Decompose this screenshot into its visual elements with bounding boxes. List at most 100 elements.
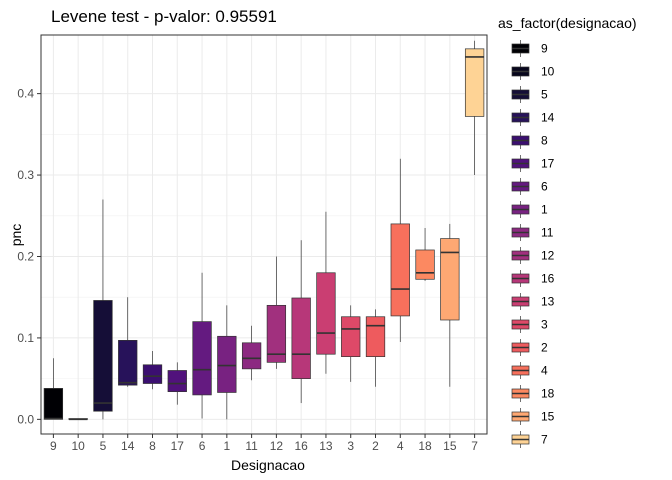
box-11	[241, 325, 262, 381]
legend-label: 9	[541, 42, 548, 56]
legend-label: 6	[541, 180, 548, 194]
box-5	[93, 199, 113, 420]
box-13	[316, 211, 336, 374]
box-body	[464, 48, 485, 117]
box-body	[341, 316, 361, 357]
x-tick-label: 14	[121, 439, 135, 453]
x-tick-label: 1	[223, 439, 230, 453]
box-18	[415, 227, 435, 281]
box-body	[167, 370, 187, 393]
box-body	[118, 340, 138, 386]
legend-label: 7	[541, 433, 548, 447]
box-body	[316, 272, 336, 355]
box-body	[43, 388, 64, 420]
legend-item: 14	[511, 109, 555, 126]
x-tick-label: 7	[471, 439, 478, 453]
legend-label: 3	[541, 318, 548, 332]
legend-item: 16	[511, 270, 555, 287]
box-body	[266, 304, 287, 363]
box-4	[390, 158, 410, 342]
legend-label: 8	[541, 134, 548, 148]
legend: as_factor(designacao) 910514817611112161…	[498, 15, 637, 448]
box-body	[93, 300, 113, 412]
x-tick-label: 6	[199, 439, 206, 453]
box-16	[291, 240, 311, 404]
y-tick-label: 0.0	[17, 412, 34, 426]
legend-item: 9	[511, 40, 548, 57]
legend-item: 1	[511, 201, 548, 218]
x-tick-label: 4	[397, 439, 404, 453]
x-tick-label: 13	[319, 439, 333, 453]
box-9	[43, 358, 64, 420]
box-10	[68, 418, 88, 421]
legend-label: 11	[541, 226, 554, 240]
legend-label: 12	[541, 249, 555, 263]
box-15	[440, 223, 460, 387]
panel-border	[40, 34, 488, 435]
box-8	[142, 350, 163, 390]
chart-title: Levene test - p-valor: 0.95591	[51, 7, 277, 26]
x-tick-label: 17	[171, 439, 185, 453]
box-body	[217, 335, 237, 393]
x-axis-title: Designacao	[231, 457, 305, 473]
box-body	[192, 321, 212, 396]
y-tick-label: 0.1	[17, 331, 34, 345]
legend-item: 4	[511, 362, 548, 379]
x-tick-label: 9	[50, 439, 57, 453]
box-body	[390, 223, 410, 317]
box-body	[365, 316, 386, 357]
box-12	[266, 256, 287, 369]
legend-item: 5	[511, 86, 548, 103]
box-7	[464, 40, 485, 176]
box-body	[241, 342, 262, 370]
legend-label: 18	[541, 387, 555, 401]
y-tick-label: 0.3	[17, 168, 34, 182]
legend-item: 11	[511, 224, 554, 241]
x-tick-label: 12	[270, 439, 284, 453]
box-17	[167, 362, 187, 405]
y-tick-label: 0.2	[17, 249, 34, 263]
box-6	[192, 272, 212, 419]
box-14	[118, 297, 138, 387]
legend-label: 2	[541, 341, 548, 355]
legend-item: 12	[511, 247, 555, 264]
box-body	[142, 364, 163, 384]
box-1	[217, 305, 237, 420]
x-tick-label: 11	[245, 439, 258, 453]
legend-label: 17	[541, 157, 555, 171]
box-body	[440, 238, 460, 321]
x-tick-label: 10	[71, 439, 85, 453]
box-3	[341, 305, 361, 382]
legend-label: 16	[541, 272, 555, 286]
legend-label: 10	[541, 65, 555, 79]
legend-item: 13	[511, 293, 555, 310]
legend-label: 4	[541, 364, 548, 378]
legend-item: 15	[511, 408, 555, 425]
legend-item: 2	[511, 339, 548, 356]
box-2	[365, 309, 386, 387]
legend-title: as_factor(designacao)	[498, 15, 637, 31]
box-body	[291, 297, 311, 379]
x-tick-label: 15	[443, 439, 457, 453]
legend-item: 17	[511, 155, 555, 172]
y-axis-title: pnc	[8, 224, 24, 247]
legend-item: 8	[511, 132, 548, 149]
legend-item: 3	[511, 316, 548, 333]
legend-item: 7	[511, 431, 548, 448]
legend-label: 13	[541, 295, 555, 309]
legend-item: 10	[511, 63, 555, 80]
legend-label: 1	[541, 203, 548, 217]
x-tick-label: 3	[347, 439, 354, 453]
box-body	[415, 249, 435, 280]
x-tick-label: 16	[294, 439, 308, 453]
legend-label: 5	[541, 88, 548, 102]
legend-item: 18	[511, 385, 555, 402]
x-tick-label: 18	[418, 439, 432, 453]
x-tick-label: 5	[100, 439, 107, 453]
x-tick-label: 2	[372, 439, 379, 453]
x-tick-label: 8	[149, 439, 156, 453]
legend-item: 6	[511, 178, 548, 195]
legend-label: 14	[541, 111, 555, 125]
y-tick-label: 0.4	[17, 87, 34, 101]
